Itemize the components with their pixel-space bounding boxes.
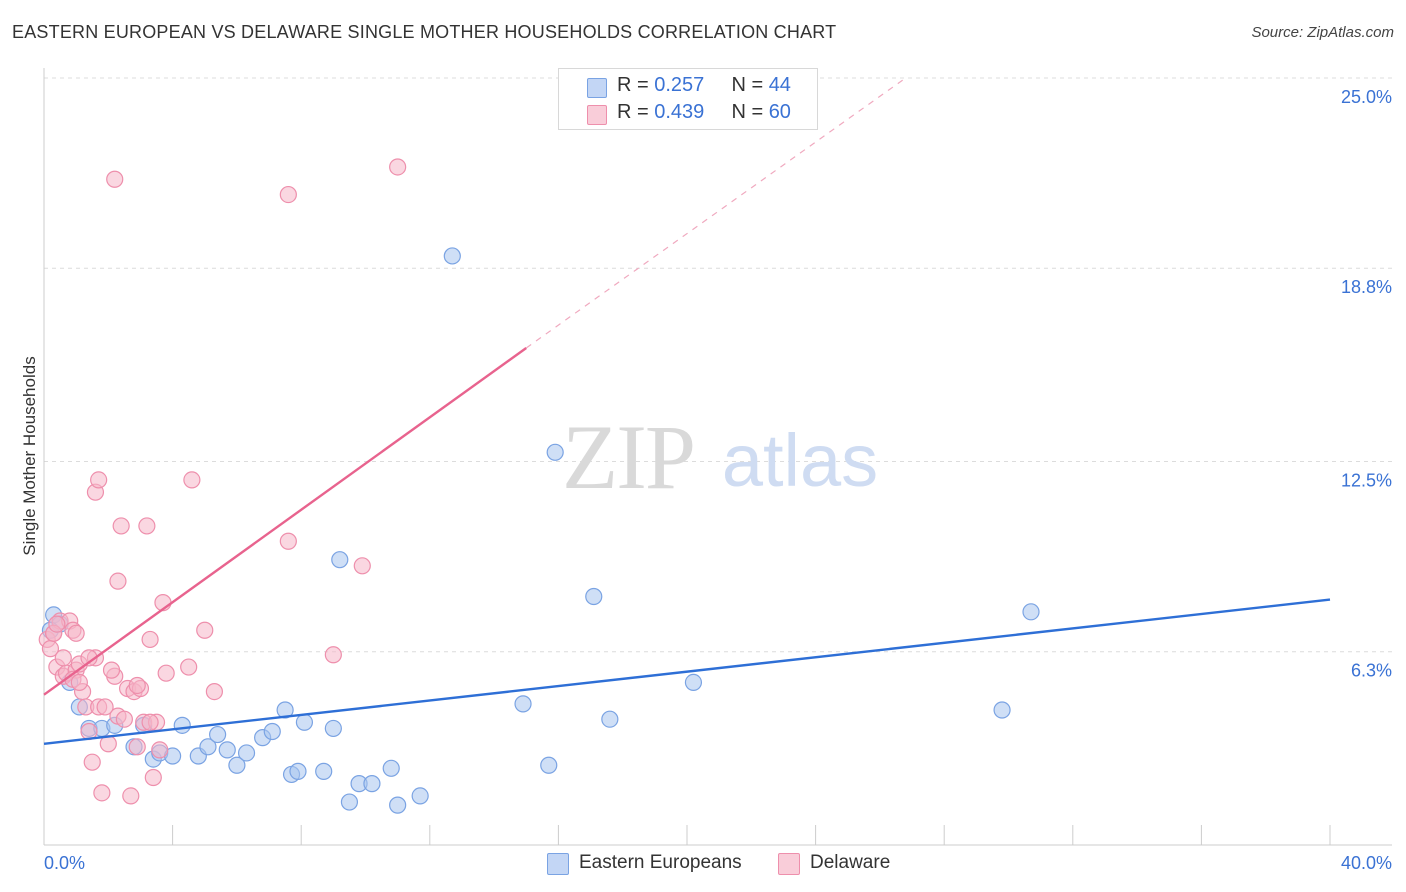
point-eastern-europeans bbox=[684, 673, 703, 691]
point-eastern-europeans bbox=[993, 701, 1011, 719]
y-axis-title: Single Mother Households bbox=[20, 356, 39, 556]
point-delaware bbox=[122, 787, 140, 805]
stats-n-label: N = bbox=[731, 74, 769, 96]
legend-swatch-pink bbox=[778, 853, 800, 875]
y-tick-label: 18.8% bbox=[1341, 277, 1392, 297]
point-eastern-europeans bbox=[289, 762, 307, 780]
point-delaware bbox=[279, 532, 297, 550]
point-delaware bbox=[183, 471, 201, 489]
stats-r-value: 0.257 bbox=[654, 74, 705, 96]
point-delaware bbox=[102, 661, 121, 679]
point-delaware bbox=[324, 646, 342, 664]
point-eastern-europeans bbox=[363, 775, 381, 793]
point-delaware bbox=[70, 673, 88, 691]
point-eastern-europeans bbox=[315, 762, 333, 780]
stats-r-label: R = bbox=[617, 74, 655, 96]
grid-lines bbox=[44, 77, 1392, 653]
point-delaware bbox=[128, 738, 146, 756]
point-eastern-europeans bbox=[411, 787, 429, 805]
point-delaware bbox=[141, 630, 159, 649]
legend-label: Delaware bbox=[810, 852, 891, 873]
stats-n-label: N = bbox=[731, 101, 769, 123]
point-eastern-europeans bbox=[514, 695, 532, 713]
point-eastern-europeans bbox=[340, 793, 359, 811]
y-tick-label: 12.5% bbox=[1341, 471, 1392, 491]
point-delaware bbox=[90, 471, 108, 489]
point-eastern-europeans bbox=[237, 744, 256, 762]
point-delaware bbox=[106, 170, 124, 188]
y-tick-label: 25.0% bbox=[1341, 87, 1392, 107]
stats-r-value: 0.439 bbox=[654, 101, 705, 123]
point-delaware bbox=[115, 710, 133, 728]
stats-box: R = 0.257 N = 44 R = 0.439 N = 60 bbox=[558, 68, 818, 130]
point-delaware bbox=[151, 741, 169, 759]
x-tick-label: 40.0% bbox=[1341, 853, 1392, 873]
stats-n-value: 60 bbox=[768, 101, 791, 123]
point-eastern-europeans bbox=[228, 756, 246, 774]
point-eastern-europeans bbox=[443, 247, 461, 265]
point-eastern-europeans bbox=[389, 796, 407, 814]
point-eastern-europeans bbox=[218, 741, 236, 759]
point-delaware bbox=[128, 676, 146, 695]
point-eastern-europeans bbox=[263, 722, 281, 741]
point-delaware bbox=[389, 158, 407, 176]
point-delaware bbox=[157, 664, 175, 682]
point-delaware bbox=[144, 768, 162, 787]
trend-line-delaware-extension bbox=[525, 77, 906, 349]
stats-row-eastern-europeans: R = 0.257 N = 44 bbox=[559, 74, 815, 100]
point-delaware bbox=[353, 557, 371, 575]
point-delaware bbox=[180, 658, 198, 676]
legend-item-delaware[interactable]: Delaware bbox=[778, 852, 908, 876]
point-eastern-europeans bbox=[540, 756, 558, 774]
trend-line-eastern-europeans bbox=[43, 598, 1331, 745]
watermark: ZIP atlas bbox=[562, 406, 878, 508]
point-delaware bbox=[205, 682, 223, 701]
chart-source: Source: ZipAtlas.com bbox=[1251, 24, 1394, 41]
point-delaware bbox=[67, 624, 85, 642]
point-eastern-europeans bbox=[324, 719, 342, 738]
point-delaware bbox=[279, 185, 297, 204]
legend-label: Eastern Europeans bbox=[579, 852, 742, 873]
watermark-atlas: atlas bbox=[722, 419, 878, 502]
point-eastern-europeans bbox=[601, 710, 619, 728]
point-delaware bbox=[83, 753, 101, 771]
axes bbox=[43, 68, 1392, 846]
point-delaware bbox=[109, 572, 127, 590]
point-eastern-europeans bbox=[209, 725, 227, 744]
point-delaware bbox=[141, 713, 159, 731]
point-delaware bbox=[48, 615, 66, 633]
stats-row-delaware: R = 0.439 N = 60 bbox=[559, 101, 815, 127]
point-delaware bbox=[112, 517, 130, 535]
x-tick-label: 0.0% bbox=[44, 853, 85, 873]
legend-swatch-blue bbox=[547, 853, 569, 875]
stats-r-label: R = bbox=[617, 101, 655, 123]
point-eastern-europeans bbox=[585, 587, 603, 606]
trend-line-delaware bbox=[43, 347, 527, 696]
point-delaware bbox=[96, 698, 114, 716]
tick-labels: 6.3% 12.5% 18.8% 25.0% 0.0% 40.0% bbox=[44, 87, 1392, 873]
point-eastern-europeans bbox=[331, 551, 349, 569]
point-eastern-europeans bbox=[199, 738, 217, 756]
point-eastern-europeans bbox=[295, 713, 314, 731]
point-delaware bbox=[54, 649, 72, 667]
chart-title: EASTERN EUROPEAN VS DELAWARE SINGLE MOTH… bbox=[12, 22, 837, 42]
watermark-zip: ZIP bbox=[562, 406, 694, 508]
point-delaware bbox=[196, 621, 214, 639]
point-eastern-europeans bbox=[382, 759, 400, 777]
trend-lines bbox=[43, 77, 1331, 745]
stats-swatch-blue bbox=[587, 78, 607, 98]
point-eastern-europeans bbox=[173, 716, 191, 734]
legend-item-eastern-europeans[interactable]: Eastern Europeans bbox=[547, 852, 757, 876]
point-eastern-europeans bbox=[276, 701, 294, 719]
stats-n-value: 44 bbox=[768, 74, 791, 96]
point-eastern-europeans bbox=[546, 443, 564, 461]
point-delaware bbox=[138, 517, 156, 535]
point-delaware bbox=[93, 784, 111, 802]
stats-swatch-pink bbox=[587, 105, 607, 125]
data-points bbox=[38, 158, 1040, 814]
y-tick-label: 6.3% bbox=[1351, 661, 1392, 681]
point-eastern-europeans bbox=[1022, 603, 1040, 621]
